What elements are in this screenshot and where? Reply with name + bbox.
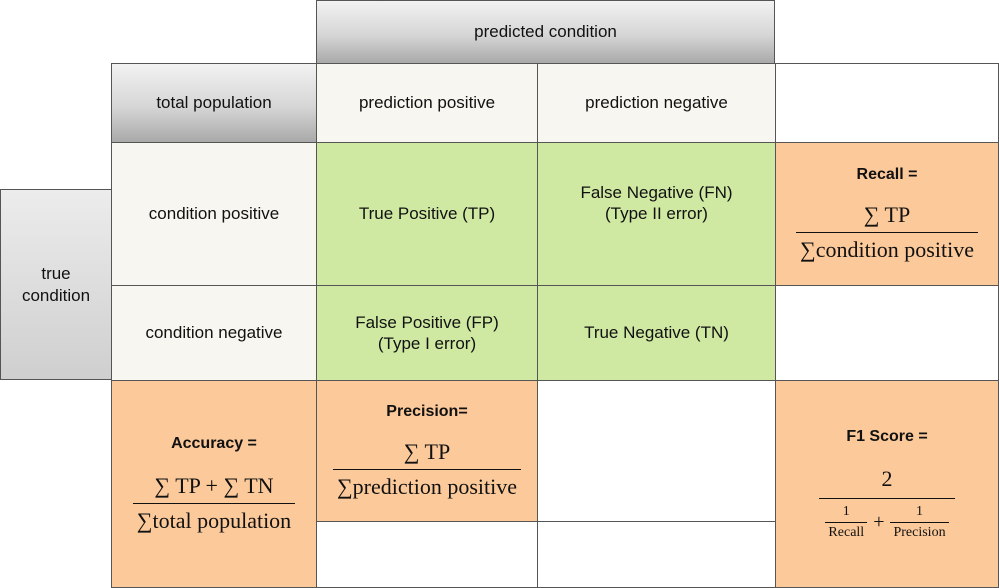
f1-denominator: 1 Recall + 1 Precision [819, 498, 955, 542]
predicted-condition-label: predicted condition [474, 22, 617, 42]
recall-reciprocal: 1 Recall [825, 503, 868, 542]
precision-reciprocal: 1 Precision [890, 503, 949, 542]
precision-denominator: ∑prediction positive [332, 469, 522, 501]
true-negative-label: True Negative (TN) [584, 323, 729, 343]
true-positive-label: True Positive (TP) [358, 204, 496, 224]
recall-formula: ∑ TP ∑condition positive [796, 201, 978, 264]
true-condition-header: true condition [0, 189, 112, 380]
true-positive-cell: True Positive (TP) [316, 142, 538, 286]
accuracy-denominator: ∑total population [132, 503, 296, 535]
empty-mid-right-cell [775, 285, 999, 381]
recall-title: Recall = [856, 165, 918, 183]
false-negative-cell: False Negative (FN) (Type II error) [537, 142, 776, 286]
empty-bottom-cell-1 [316, 521, 538, 588]
true-condition-label-line2: condition [21, 285, 91, 305]
type-ii-error-label: (Type II error) [605, 204, 708, 223]
true-negative-cell: True Negative (TN) [537, 285, 776, 381]
precision-numerator: ∑ TP [403, 438, 451, 464]
accuracy-formula: ∑ TP + ∑ TN ∑total population [132, 472, 296, 535]
f1-score-title: F1 Score = [846, 427, 928, 445]
recall-cell: Recall = ∑ TP ∑condition positive [775, 142, 999, 286]
accuracy-numerator: ∑ TP + ∑ TN [154, 472, 274, 498]
precision-title: Precision= [386, 402, 468, 420]
f1-formula: 2 1 Recall + 1 Precision [819, 465, 955, 542]
precision-formula: ∑ TP ∑prediction positive [332, 438, 522, 501]
prediction-positive-cell: prediction positive [316, 63, 538, 143]
type-i-error-label: (Type I error) [377, 334, 477, 353]
condition-negative-label: condition negative [145, 323, 283, 343]
accuracy-title: Accuracy = [171, 434, 257, 452]
prediction-negative-cell: prediction negative [537, 63, 776, 143]
empty-bottom-cell-3 [537, 521, 776, 588]
accuracy-cell: Accuracy = ∑ TP + ∑ TN ∑total population [111, 380, 317, 588]
plus-sign: + [873, 510, 885, 533]
f1-score-cell: F1 Score = 2 1 Recall + 1 Precision [775, 380, 999, 588]
recall-reciprocal-numerator: 1 [842, 504, 850, 520]
precision-reciprocal-denominator: Precision [890, 521, 949, 542]
false-negative-label: False Negative (FN) [580, 182, 733, 202]
prediction-negative-label: prediction negative [585, 93, 728, 113]
false-positive-label: False Positive (FP) [355, 312, 499, 332]
empty-top-right-cell [775, 63, 999, 143]
predicted-condition-header: predicted condition [316, 0, 775, 64]
empty-bottom-cell-2 [537, 380, 776, 522]
true-condition-label-line1: true [41, 264, 71, 284]
false-positive-cell: False Positive (FP) (Type I error) [316, 285, 538, 381]
recall-numerator: ∑ TP [863, 201, 911, 227]
total-population-label: total population [156, 93, 272, 113]
f1-numerator: 2 [881, 465, 893, 491]
prediction-positive-label: prediction positive [358, 93, 496, 113]
recall-denominator: ∑condition positive [796, 232, 978, 264]
precision-cell: Precision= ∑ TP ∑prediction positive [316, 380, 538, 522]
recall-reciprocal-denominator: Recall [825, 521, 868, 542]
precision-reciprocal-numerator: 1 [916, 504, 924, 520]
condition-negative-cell: condition negative [111, 285, 317, 381]
total-population-cell: total population [111, 63, 317, 143]
condition-positive-cell: condition positive [111, 142, 317, 286]
condition-positive-label: condition positive [148, 204, 280, 224]
